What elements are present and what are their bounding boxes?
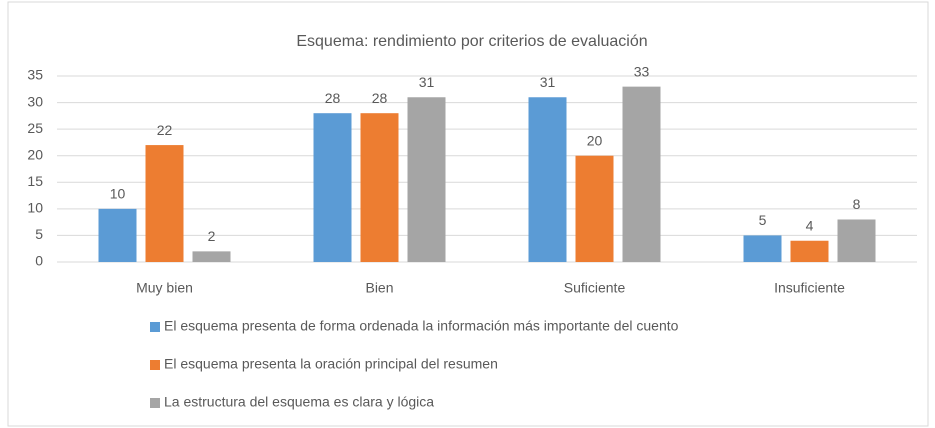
x-tick-label: Bien bbox=[365, 280, 393, 296]
bar bbox=[313, 113, 352, 262]
bar bbox=[98, 208, 137, 262]
data-label: 20 bbox=[587, 132, 603, 148]
legend-label: El esquema presenta la oración principal… bbox=[164, 356, 498, 372]
legend-label: El esquema presenta de forma ordenada la… bbox=[164, 318, 679, 334]
data-label: 10 bbox=[110, 186, 126, 202]
bar bbox=[407, 97, 446, 262]
data-label: 28 bbox=[325, 90, 341, 106]
legend-swatch bbox=[150, 360, 160, 370]
bar bbox=[528, 97, 567, 262]
bar bbox=[743, 235, 782, 262]
bar bbox=[360, 113, 399, 262]
y-tick-label: 5 bbox=[35, 226, 43, 242]
chart-title: Esquema: rendimiento por criterios de ev… bbox=[296, 33, 647, 50]
x-tick-label: Muy bien bbox=[136, 280, 193, 296]
data-label: 33 bbox=[634, 63, 650, 79]
bar bbox=[145, 145, 184, 262]
data-label: 8 bbox=[853, 196, 861, 212]
y-tick-label: 30 bbox=[27, 93, 43, 109]
x-tick-label: Suficiente bbox=[564, 280, 626, 296]
data-label: 28 bbox=[372, 90, 388, 106]
y-tick-label: 0 bbox=[35, 253, 43, 269]
data-label: 22 bbox=[157, 122, 173, 138]
x-tick-label: Insuficiente bbox=[774, 280, 845, 296]
y-tick-label: 15 bbox=[27, 173, 43, 189]
y-tick-label: 35 bbox=[27, 67, 43, 83]
y-tick-label: 20 bbox=[27, 146, 43, 162]
data-label: 5 bbox=[759, 212, 767, 228]
data-label: 31 bbox=[419, 74, 435, 90]
bar bbox=[837, 219, 876, 262]
y-tick-label: 10 bbox=[27, 200, 43, 216]
data-label: 2 bbox=[208, 228, 216, 244]
legend-swatch bbox=[150, 398, 160, 408]
y-tick-label: 25 bbox=[27, 120, 43, 136]
legend-swatch bbox=[150, 322, 160, 332]
bar bbox=[790, 240, 829, 262]
data-label: 4 bbox=[806, 217, 814, 233]
legend-label: La estructura del esquema es clara y lóg… bbox=[164, 394, 434, 410]
data-label: 31 bbox=[540, 74, 556, 90]
bar bbox=[192, 251, 231, 262]
bar bbox=[622, 86, 661, 262]
bar bbox=[575, 155, 614, 262]
